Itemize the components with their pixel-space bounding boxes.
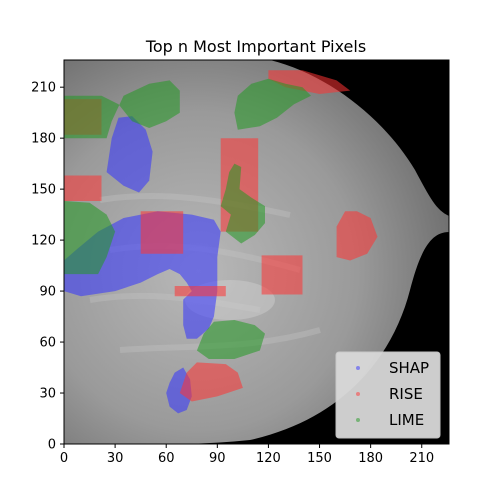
plot-frame bbox=[63, 59, 450, 445]
x-tick-label: 180 bbox=[358, 451, 383, 466]
x-tick-label: 120 bbox=[256, 451, 281, 466]
legend-marker-shap bbox=[356, 366, 360, 370]
y-tick-label: 90 bbox=[39, 285, 56, 300]
legend-box bbox=[335, 351, 441, 439]
rise-region bbox=[64, 175, 102, 201]
rise-region bbox=[179, 362, 243, 402]
lime-region bbox=[196, 320, 265, 359]
shap-region bbox=[106, 116, 153, 193]
y-tick-label: 30 bbox=[39, 387, 56, 402]
rise-region bbox=[336, 211, 378, 261]
lime-region bbox=[64, 80, 180, 139]
y-tick-label: 60 bbox=[39, 336, 56, 351]
chart-title: Top n Most Important Pixels bbox=[145, 37, 366, 56]
rise-region bbox=[174, 286, 226, 297]
rise-region bbox=[261, 255, 303, 295]
series-lime bbox=[64, 78, 311, 359]
legend-items: SHAP RISE LIME bbox=[356, 359, 429, 429]
legend-label-lime: LIME bbox=[389, 411, 424, 429]
legend: SHAP RISE LIME bbox=[335, 351, 441, 439]
importance-regions bbox=[64, 70, 378, 414]
y-tick-label: 120 bbox=[31, 234, 56, 249]
y-tick-label: 0 bbox=[48, 438, 56, 453]
legend-marker-rise bbox=[356, 392, 360, 396]
x-tick-label: 30 bbox=[107, 451, 124, 466]
lime-region bbox=[64, 201, 116, 275]
y-tick-label: 150 bbox=[31, 183, 56, 198]
breast-tissue-image bbox=[64, 60, 449, 444]
y-tick-label: 180 bbox=[31, 132, 56, 147]
lime-region bbox=[220, 163, 265, 244]
x-tick-label: 210 bbox=[409, 451, 434, 466]
x-tick-label: 90 bbox=[209, 451, 226, 466]
plot-area bbox=[64, 60, 449, 444]
legend-label-shap: SHAP bbox=[389, 359, 429, 377]
y-tick-label: 210 bbox=[31, 81, 56, 96]
x-tick-label: 0 bbox=[60, 451, 68, 466]
x-axis: 0 30 60 90 120 150 180 210 bbox=[60, 444, 434, 466]
legend-marker-lime bbox=[356, 418, 360, 422]
rise-region bbox=[140, 211, 184, 254]
x-tick-label: 60 bbox=[158, 451, 175, 466]
y-axis: 0 30 60 90 120 150 180 210 bbox=[31, 81, 64, 453]
lime-region bbox=[234, 78, 311, 130]
rise-region bbox=[268, 70, 351, 94]
x-tick-label: 150 bbox=[307, 451, 332, 466]
legend-label-rise: RISE bbox=[389, 385, 423, 403]
